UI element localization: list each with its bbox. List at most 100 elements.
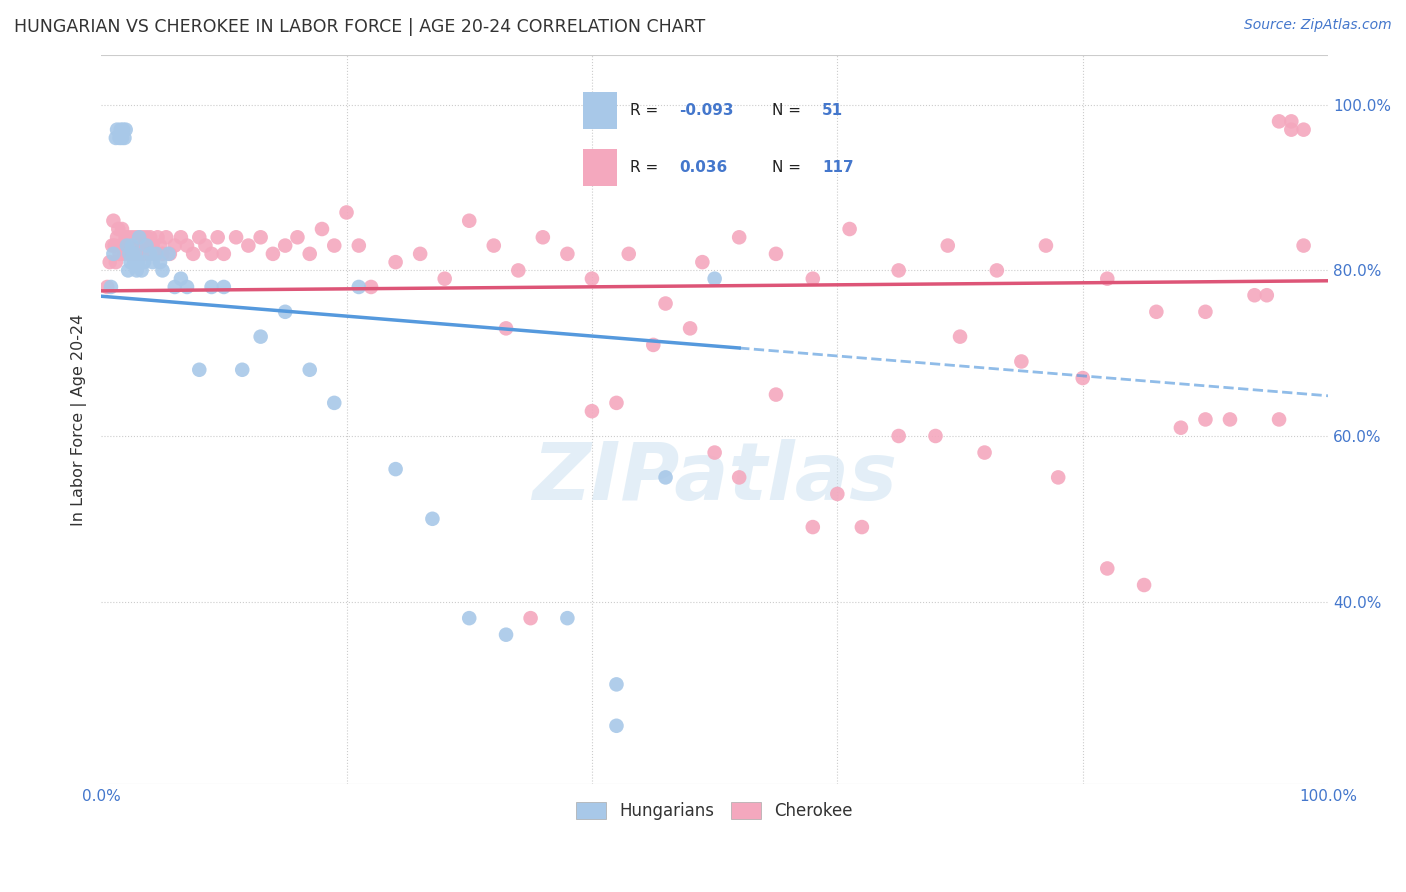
Point [1279,114,1302,128]
Point [605,396,627,410]
Point [131,263,153,277]
Point [1194,412,1216,426]
Point [114,122,136,136]
Point [124,247,146,261]
Legend: Hungarians, Cherokee: Hungarians, Cherokee [569,795,859,826]
Point [1170,421,1192,435]
Point [212,247,235,261]
Text: ZIPatlas: ZIPatlas [531,439,897,516]
Point [122,247,145,261]
Point [311,222,333,236]
Point [495,628,517,642]
Point [125,238,148,252]
Point [146,230,169,244]
Point [887,429,910,443]
Point [1243,288,1265,302]
Point [703,271,725,285]
Point [143,247,166,261]
Point [347,280,370,294]
Point [249,230,271,244]
Point [98,255,121,269]
Point [111,222,134,236]
Point [274,305,297,319]
Point [181,247,204,261]
Point [1256,288,1278,302]
Point [679,321,702,335]
Point [531,230,554,244]
Point [360,280,382,294]
Point [557,247,579,261]
Point [519,611,541,625]
Point [152,263,174,277]
Point [643,338,665,352]
Point [581,271,603,285]
Point [335,205,357,219]
Point [104,131,127,145]
Point [96,280,118,294]
Point [323,396,346,410]
Point [132,255,155,269]
Point [142,255,165,269]
Point [605,719,627,733]
Point [104,255,127,269]
Point [200,247,222,261]
Point [212,280,235,294]
Point [115,238,138,252]
Point [1268,412,1291,426]
Point [163,238,186,252]
Point [1219,412,1241,426]
Point [132,230,155,244]
Text: HUNGARIAN VS CHEROKEE IN LABOR FORCE | AGE 20-24 CORRELATION CHART: HUNGARIAN VS CHEROKEE IN LABOR FORCE | A… [14,18,706,36]
Point [298,363,321,377]
Point [557,611,579,625]
Y-axis label: In Labor Force | Age 20-24: In Labor Force | Age 20-24 [72,313,87,525]
Point [801,271,824,285]
Point [827,487,849,501]
Point [249,329,271,343]
Point [409,247,432,261]
Point [1035,238,1057,252]
Point [103,213,125,227]
Point [1279,122,1302,136]
Point [163,280,186,294]
Point [274,238,297,252]
Point [121,230,143,244]
Point [170,271,193,285]
Point [1047,470,1070,484]
Point [458,213,481,227]
Point [176,238,198,252]
Point [128,230,150,244]
Point [129,238,152,252]
Point [765,247,787,261]
Point [135,230,157,244]
Point [287,230,309,244]
Point [949,329,972,343]
Point [703,445,725,459]
Point [152,247,174,261]
Point [149,255,172,269]
Point [1097,561,1119,575]
Point [801,520,824,534]
Point [134,238,156,252]
Point [1292,238,1315,252]
Point [118,238,141,252]
Point [159,247,181,261]
Point [100,280,122,294]
Point [347,238,370,252]
Point [136,238,159,252]
Point [157,247,180,261]
Point [936,238,959,252]
Point [617,247,640,261]
Point [728,470,751,484]
Point [120,255,142,269]
Point [458,611,481,625]
Point [851,520,873,534]
Point [323,238,346,252]
Point [838,222,860,236]
Point [692,255,714,269]
Point [194,238,217,252]
Point [231,363,253,377]
Point [433,271,456,285]
Point [654,470,676,484]
Point [207,230,229,244]
